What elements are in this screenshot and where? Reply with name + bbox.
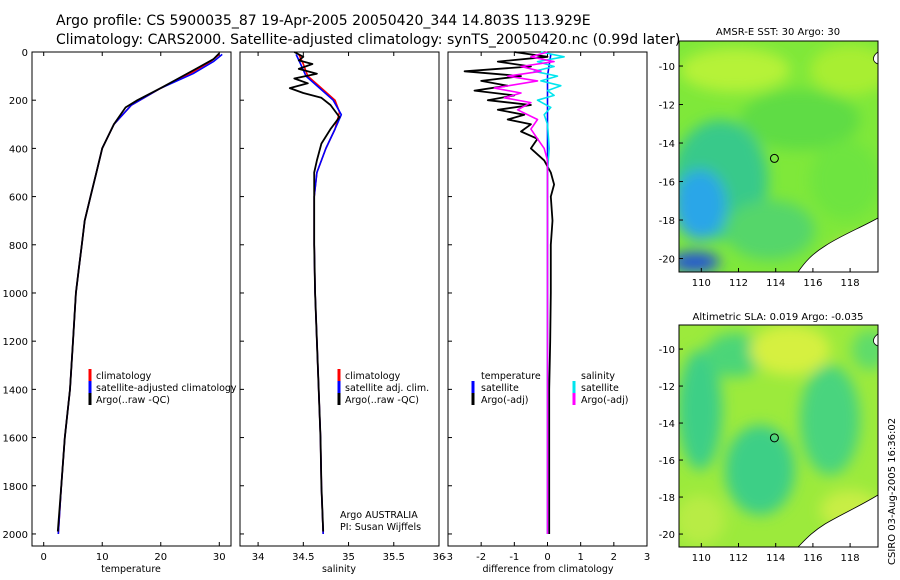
x-tick-label: 3 [644,552,650,563]
argo-annotation-line1: Argo AUSTRALIA [340,510,418,521]
y-tick-label: 1200 [3,337,28,348]
sst-map-title: AMSR-E SST: 30 Argo: 30 [716,27,840,38]
y-tick-label: 1800 [3,482,28,493]
sla-map-title: Altimetric SLA: 0.019 Argo: -0.035 [693,312,864,323]
y-tick-label: 400 [9,144,28,155]
series-line-satellite-adjusted-climatology [57,53,223,535]
x-tick-label: 34 [252,552,265,563]
x-tick-label: 114 [766,278,785,289]
y-tick-label: 1000 [3,289,28,300]
argo-location-marker [769,433,779,443]
legend-label-clim: climatology [345,371,401,382]
y-tick-label: -14 [659,419,675,430]
x-tick-label: 112 [729,278,748,289]
legend-left-argo: Argo(-adj) [481,395,528,406]
x-tick-label: 10 [96,552,109,563]
sla-map-field [679,325,878,547]
x-tick-label: 30 [213,552,226,563]
x-tick-label: -2 [476,552,486,563]
title-line1: Argo profile: CS 5900035_87 19-Apr-2005 … [56,13,591,29]
salinity-plot: 34 34.5 35 35.5 36 [240,51,446,563]
y-tick-label: -12 [659,101,675,112]
x-tick-label: 118 [841,278,860,289]
temperature-axes [31,51,232,547]
x-tick-label: 110 [692,278,711,289]
x-tick-label: 35 [342,552,355,563]
y-tick-label: 200 [9,96,28,107]
salinity-legend: climatology satellite adj. clim. Argo(..… [337,369,429,406]
legend-label-clim: climatology [96,371,152,382]
sst-map-frame [678,40,879,273]
legend-right-argo: Argo(-adj) [581,395,628,406]
legend-left-sat: satellite [481,383,519,394]
salinity-axes [239,51,440,547]
x-tick-label: -1 [509,552,519,563]
title-line2: Climatology: CARS2000. Satellite-adjuste… [56,32,680,48]
x-tick-label: 116 [803,278,822,289]
temperature-xlabel: temperature [101,564,161,575]
argo-annotation-line2: PI: Susan Wijffels [340,522,421,533]
x-tick-label: 1 [577,552,583,563]
x-tick-label: 20 [154,552,167,563]
y-tick-label: 600 [9,193,28,204]
legend-right-sat: satellite [581,383,619,394]
x-tick-label: 0 [41,552,47,563]
y-tick-label: -18 [659,216,675,227]
x-tick-label: 112 [729,553,748,564]
legend-label-sat: satellite adj. clim. [345,383,429,394]
y-tick-label: -12 [659,382,675,393]
x-tick-label: 118 [841,553,860,564]
legend-label-sat: satellite-adjusted climatology [96,383,237,394]
x-tick-label: 110 [692,553,711,564]
difference-plot: -3 -2 -1 0 1 2 3 [443,51,650,563]
y-tick-label: -18 [659,493,675,504]
y-tick-label: -16 [659,456,675,467]
y-tick-label: -20 [659,530,675,541]
temperature-legend: climatology satellite-adjusted climatolo… [88,369,237,406]
legend-right-title: salinity [581,371,615,382]
x-tick-label: 114 [766,553,785,564]
difference-xlabel: difference from climatology [482,564,613,575]
legend-left-title: temperature [481,371,541,382]
x-tick-label: 116 [803,553,822,564]
x-tick-label: -3 [443,552,453,563]
x-tick-label: 36 [433,552,446,563]
argo-location-marker [769,153,779,163]
x-tick-label: 35.5 [383,552,405,563]
temperature-plot: 0 10 20 30 0 200 400 600 800 1000 1200 1400 1600 1800… [3,48,226,563]
series-line-argo-raw-qc- [288,51,341,532]
series-line-salinity-argo-adj- [493,51,555,534]
y-tick-label: -10 [659,62,675,73]
y-tick-label: 0 [22,48,28,59]
salinity-xlabel: salinity [322,564,356,575]
legend-label-argo: Argo(..raw -QC) [345,395,419,406]
series-line-satellite-adj-clim- [295,54,343,535]
y-tick-label: 1400 [3,385,28,396]
credit-stamp: CSIRO 03-Aug-2005 16:36:02 [887,418,898,565]
sla-map-frame [678,324,879,548]
series-line-climatology [57,53,220,535]
series-line-argo-raw-qc- [56,52,220,532]
y-tick-label: -20 [659,255,675,266]
y-tick-label: 1600 [3,434,28,445]
sst-map-axes: 110 112 114 116 118 -10 -12 -14 -16 -18 -20 [659,62,860,289]
sla-map-axes: 110 112 114 116 118 -10 -12 -14 -16 -18 -20 [659,345,860,564]
y-tick-label: -14 [659,139,675,150]
y-tick-label: 800 [9,241,28,252]
difference-legend: temperature satellite Argo(-adj) salinit… [471,371,628,406]
sst-map-field [679,41,878,272]
y-tick-label: -16 [659,178,675,189]
x-tick-label: 0 [544,552,550,563]
legend-label-argo: Argo(..raw -QC) [96,395,170,406]
y-tick-label: -10 [659,345,675,356]
series-line-temperature-argo-adj- [463,51,555,534]
x-tick-label: 2 [611,552,617,563]
x-tick-label: 34.5 [292,552,314,563]
y-tick-label: 2000 [3,530,28,541]
